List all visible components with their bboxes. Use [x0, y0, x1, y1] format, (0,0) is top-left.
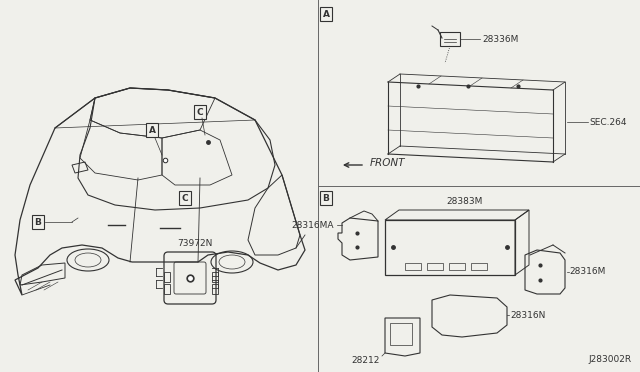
Text: C: C [182, 193, 188, 202]
Bar [212, 272, 218, 282]
Text: 28316MA: 28316MA [291, 221, 334, 230]
Text: 73972N: 73972N [177, 239, 212, 248]
Text: 28212: 28212 [351, 356, 380, 365]
Text: A: A [323, 10, 330, 19]
Bar [471, 263, 487, 270]
Bar [385, 220, 515, 275]
Text: J283002R: J283002R [589, 355, 632, 364]
Bar [405, 263, 421, 270]
Text: FRONT: FRONT [370, 158, 406, 168]
Text: SEC.264: SEC.264 [589, 118, 627, 126]
Bar [449, 263, 465, 270]
Text: A: A [148, 125, 156, 135]
Text: C: C [196, 108, 204, 116]
Bar [390, 323, 412, 345]
Bar [212, 284, 218, 294]
Text: 28316N: 28316N [510, 311, 545, 320]
Text: B: B [323, 193, 330, 202]
Bar [427, 263, 443, 270]
Text: B: B [35, 218, 42, 227]
Text: 28316M: 28316M [569, 267, 605, 276]
Text: 28336M: 28336M [482, 35, 518, 44]
Text: 28383M: 28383M [447, 197, 483, 206]
Bar [164, 272, 170, 282]
Bar [164, 284, 170, 294]
